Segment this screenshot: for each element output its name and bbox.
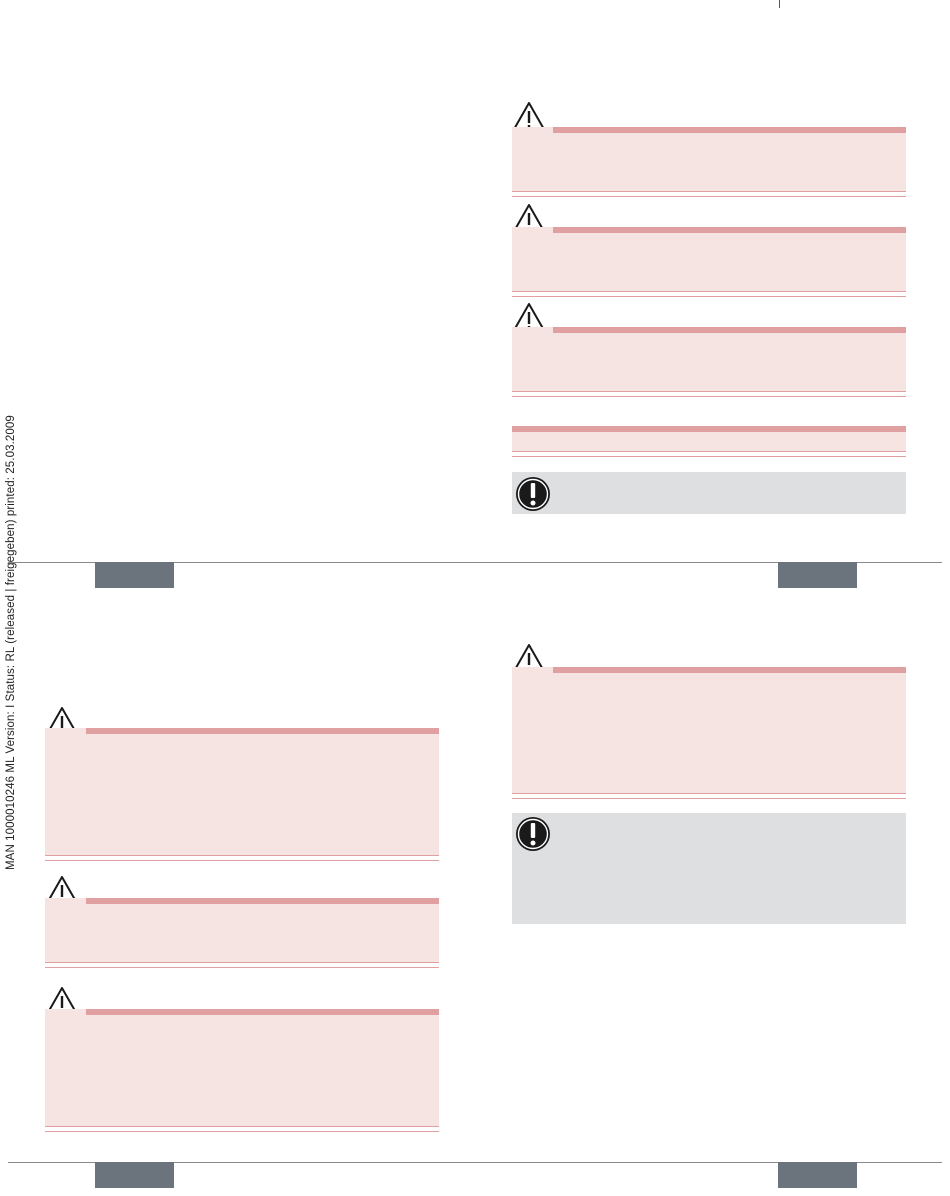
warning-header-bar bbox=[86, 1009, 439, 1015]
document-info-sidebar: MAN 1000010246 ML Version: I Status: RL … bbox=[5, 415, 17, 870]
warning-box bbox=[512, 667, 906, 799]
warning-header-bar bbox=[553, 327, 906, 333]
warning-header-bar bbox=[86, 728, 439, 734]
crop-mark bbox=[779, 0, 780, 8]
warning-box bbox=[512, 227, 906, 297]
notice-box bbox=[512, 472, 906, 514]
exclamation-circle-icon bbox=[516, 817, 550, 851]
exclamation-circle-icon bbox=[516, 477, 550, 511]
warning-box-rule bbox=[512, 793, 906, 799]
page-tab-left bbox=[95, 1162, 174, 1188]
warning-box bbox=[512, 127, 906, 197]
warning-box bbox=[45, 898, 439, 968]
warning-box-rule bbox=[45, 855, 439, 861]
page-tab-right bbox=[778, 1162, 857, 1188]
page-divider bbox=[8, 562, 942, 563]
page-tab-right bbox=[778, 562, 857, 588]
notice-box bbox=[512, 813, 906, 924]
warning-header-bar bbox=[553, 667, 906, 673]
caution-box-rule bbox=[512, 451, 906, 457]
warning-header-bar bbox=[553, 127, 906, 133]
page-tab-left bbox=[95, 562, 174, 588]
caution-box bbox=[512, 426, 906, 457]
page-divider bbox=[8, 1162, 942, 1163]
warning-box-rule bbox=[512, 291, 906, 297]
warning-box-rule bbox=[512, 391, 906, 397]
warning-header-bar bbox=[553, 227, 906, 233]
caution-header-bar bbox=[512, 426, 906, 432]
warning-box-rule bbox=[45, 962, 439, 968]
warning-box bbox=[45, 1009, 439, 1132]
warning-box bbox=[45, 728, 439, 861]
warning-box-rule bbox=[45, 1126, 439, 1132]
warning-box bbox=[512, 327, 906, 397]
warning-header-bar bbox=[86, 898, 439, 904]
warning-box-rule bbox=[512, 191, 906, 197]
